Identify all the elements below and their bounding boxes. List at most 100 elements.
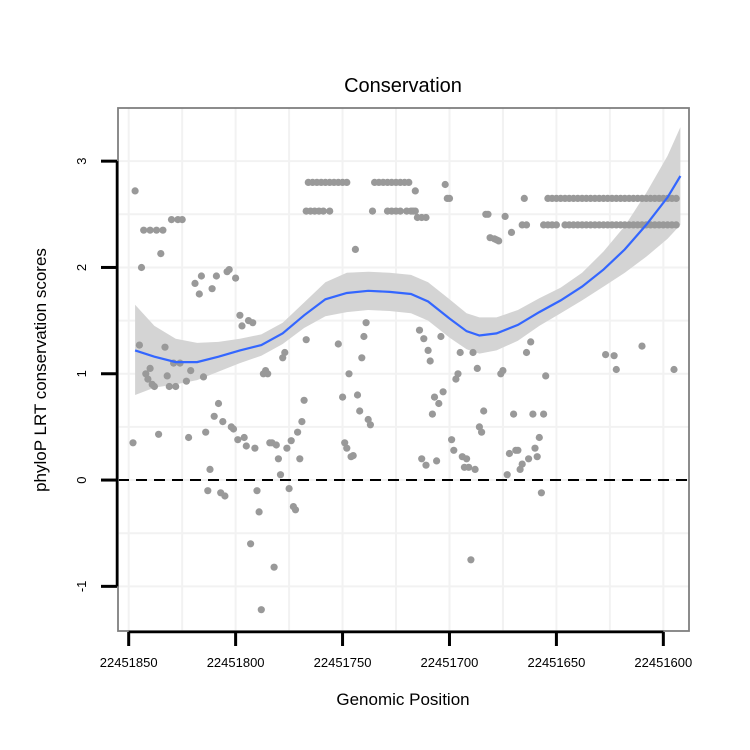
data-point bbox=[463, 455, 471, 463]
data-point bbox=[672, 221, 680, 229]
data-point bbox=[234, 436, 242, 444]
data-point bbox=[302, 336, 310, 344]
data-point bbox=[533, 453, 541, 461]
x-tick-label: 22451750 bbox=[314, 655, 372, 670]
data-point bbox=[473, 364, 481, 372]
data-point bbox=[287, 437, 295, 445]
data-point bbox=[334, 340, 342, 348]
data-point bbox=[368, 207, 377, 215]
data-point bbox=[437, 332, 445, 341]
data-point bbox=[247, 540, 255, 548]
data-point bbox=[129, 439, 137, 447]
data-point bbox=[195, 290, 203, 298]
data-point bbox=[531, 444, 539, 452]
data-point bbox=[503, 471, 511, 479]
data-point bbox=[238, 322, 246, 330]
data-point bbox=[155, 430, 163, 438]
data-point bbox=[296, 455, 304, 463]
data-point bbox=[210, 412, 218, 420]
data-point bbox=[172, 382, 180, 391]
data-point bbox=[202, 428, 210, 436]
data-point bbox=[602, 351, 610, 359]
data-point bbox=[480, 407, 488, 415]
data-point bbox=[612, 365, 620, 374]
data-point bbox=[428, 410, 436, 418]
data-point bbox=[199, 373, 208, 381]
data-point bbox=[522, 348, 531, 357]
data-point bbox=[499, 367, 507, 375]
data-point bbox=[422, 461, 430, 469]
data-point bbox=[163, 372, 171, 380]
data-point bbox=[448, 436, 456, 444]
data-point bbox=[339, 393, 347, 401]
data-point bbox=[349, 452, 357, 460]
y-tick-label: 3 bbox=[74, 158, 89, 165]
data-point bbox=[204, 487, 212, 495]
loess-fit-line bbox=[134, 175, 682, 364]
data-point bbox=[535, 433, 543, 442]
data-point bbox=[285, 485, 293, 493]
data-point bbox=[257, 606, 265, 614]
data-point bbox=[326, 207, 334, 215]
data-point bbox=[214, 399, 223, 408]
data-point bbox=[343, 444, 351, 452]
data-point bbox=[249, 319, 257, 327]
data-point bbox=[159, 226, 167, 234]
data-point bbox=[165, 382, 173, 391]
data-point bbox=[242, 442, 250, 450]
x-tick-label: 22451600 bbox=[634, 655, 692, 670]
x-tick-label: 22451800 bbox=[207, 655, 265, 670]
data-point bbox=[441, 180, 449, 189]
data-point bbox=[276, 471, 285, 479]
data-point bbox=[529, 410, 537, 418]
data-point bbox=[356, 407, 364, 415]
data-point bbox=[236, 311, 244, 319]
data-point bbox=[206, 465, 214, 473]
x-tick-label: 22451700 bbox=[421, 655, 479, 670]
data-point bbox=[540, 410, 548, 418]
data-point bbox=[182, 377, 190, 385]
y-tick-label: 2 bbox=[74, 264, 89, 271]
data-point bbox=[140, 226, 148, 234]
data-point bbox=[525, 455, 533, 463]
data-point bbox=[255, 508, 263, 516]
data-point bbox=[415, 326, 424, 334]
data-point bbox=[435, 399, 443, 408]
data-point bbox=[152, 226, 161, 234]
data-point bbox=[478, 428, 486, 436]
data-point bbox=[161, 343, 169, 351]
data-point bbox=[527, 338, 535, 346]
data-point bbox=[522, 221, 531, 229]
data-point bbox=[426, 357, 434, 365]
data-point bbox=[298, 418, 306, 426]
data-point bbox=[274, 455, 282, 463]
data-point bbox=[362, 319, 370, 327]
data-point bbox=[144, 375, 152, 383]
data-points bbox=[129, 178, 680, 614]
data-point bbox=[411, 207, 419, 215]
y-tick-label: -1 bbox=[74, 581, 89, 593]
data-point bbox=[418, 455, 426, 463]
data-point bbox=[358, 354, 366, 362]
data-point bbox=[411, 187, 419, 195]
data-point bbox=[552, 221, 561, 229]
data-point bbox=[291, 506, 300, 514]
data-point bbox=[454, 370, 462, 378]
data-point bbox=[131, 187, 139, 195]
x-tick-label: 22451650 bbox=[527, 655, 585, 670]
data-point bbox=[146, 226, 154, 234]
data-point bbox=[366, 421, 374, 429]
data-point bbox=[150, 382, 158, 391]
data-point bbox=[221, 492, 229, 500]
data-point bbox=[467, 556, 475, 564]
data-point bbox=[672, 194, 680, 202]
data-point bbox=[518, 460, 526, 468]
data-point bbox=[433, 457, 441, 465]
data-point bbox=[507, 228, 516, 236]
data-point bbox=[469, 348, 477, 357]
data-point bbox=[229, 425, 238, 433]
data-point bbox=[520, 194, 528, 202]
data-point bbox=[240, 433, 248, 442]
data-point bbox=[353, 391, 362, 399]
